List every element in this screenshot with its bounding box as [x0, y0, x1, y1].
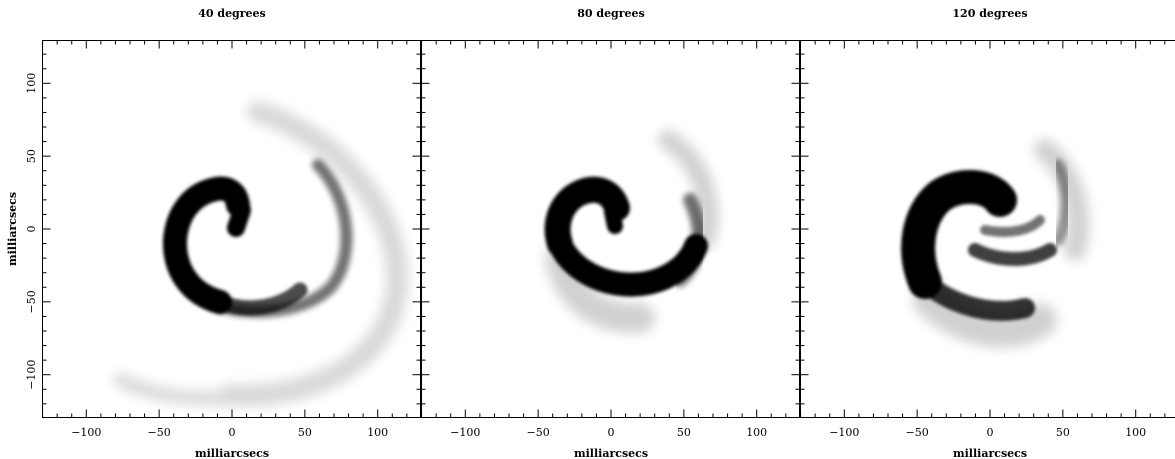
x-tick-label: 100: [1125, 426, 1146, 439]
panel-3-image: [901, 139, 1090, 348]
panel-1-title: 40 degrees: [198, 7, 266, 20]
panel-3-title: 120 degrees: [952, 7, 1027, 20]
y-tick-label: 100: [25, 73, 38, 94]
axis-ticks: [42, 40, 1166, 418]
x-tick-label: −50: [148, 426, 171, 439]
panel-3-xlabel: milliarcsecs: [953, 447, 1027, 459]
axis-tick-labels: −100 −50 0 50 100 −100 −50 0 50 100 −100 −50 0 50 100 1…: [25, 73, 1146, 439]
x-tick-label: 0: [608, 426, 615, 439]
x-tick-label: −100: [829, 426, 859, 439]
x-tick-label: 0: [987, 426, 994, 439]
x-tick-label: 0: [229, 426, 236, 439]
x-tick-label: −100: [450, 426, 480, 439]
x-tick-label: 100: [746, 426, 767, 439]
y-tick-label: −100: [25, 360, 38, 390]
y-tick-label: −50: [25, 290, 38, 313]
x-tick-label: −50: [527, 426, 550, 439]
panel-1-xlabel: milliarcsecs: [195, 447, 269, 459]
x-tick-label: 50: [677, 426, 691, 439]
panel-2-xlabel: milliarcsecs: [574, 447, 648, 459]
panel-1-image: [113, 101, 409, 407]
x-tick-label: 50: [298, 426, 312, 439]
panel-2-image: [544, 130, 718, 334]
panel-1-ylabel: milliarcsecs: [6, 192, 19, 266]
x-tick-label: 50: [1056, 426, 1070, 439]
y-tick-label: 0: [25, 226, 38, 233]
x-tick-label: −100: [71, 426, 101, 439]
panel-2-title: 80 degrees: [577, 7, 645, 20]
x-tick-label: 100: [367, 426, 388, 439]
x-tick-label: −50: [906, 426, 929, 439]
y-tick-label: 50: [25, 149, 38, 163]
